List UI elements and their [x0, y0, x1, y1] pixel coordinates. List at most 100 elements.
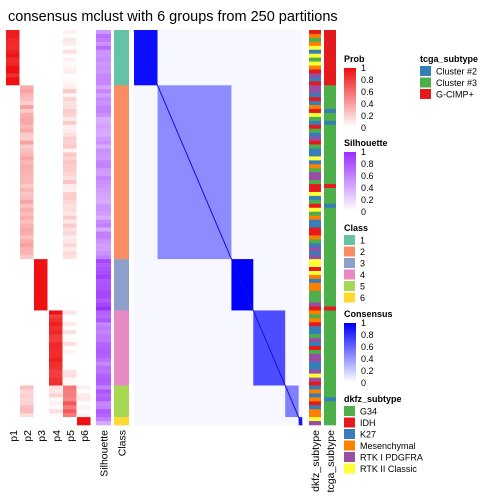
- prob-cell: [6, 393, 20, 398]
- class-cell: [114, 195, 129, 201]
- prob-cell: [49, 199, 63, 205]
- dkfz-cell: [309, 120, 321, 126]
- class-cell: [114, 397, 129, 402]
- silhouette-cell: [96, 223, 111, 228]
- prob-cell: [77, 338, 91, 343]
- prob-cell: [63, 357, 77, 363]
- prob-cell: [34, 77, 48, 82]
- prob-cell: [49, 195, 63, 201]
- tcga-cell: [324, 397, 336, 402]
- prob-cell: [20, 49, 34, 54]
- silhouette-cell: [96, 156, 111, 161]
- prob-cell: [77, 81, 91, 86]
- tcga-cell: [324, 30, 336, 35]
- dkfz-cell: [309, 85, 321, 90]
- silhouette-legend-swatch: [344, 168, 356, 171]
- dkfz-cell: [309, 302, 321, 307]
- tcga-cell: [324, 211, 336, 216]
- silhouette-cell: [96, 41, 111, 47]
- prob-legend-swatch: [344, 110, 356, 113]
- prob-cell: [20, 417, 34, 422]
- silhouette-legend-swatch: [344, 206, 356, 209]
- prob-cell: [63, 184, 77, 189]
- prob-cell: [34, 30, 48, 35]
- silhouette-cell: [96, 89, 111, 94]
- prob-legend-tick: 0.8: [361, 75, 374, 85]
- class-cell: [114, 338, 129, 343]
- prob-cell: [49, 97, 63, 102]
- prob-cell: [77, 369, 91, 374]
- prob-cell: [34, 263, 48, 268]
- prob-label-p3: p3: [36, 430, 48, 442]
- prob-cell: [77, 97, 91, 102]
- silhouette-cell: [96, 136, 111, 141]
- prob-cell: [77, 405, 91, 410]
- prob-cell: [49, 33, 63, 39]
- prob-cell: [34, 322, 48, 327]
- prob-cell: [77, 373, 91, 378]
- prob-cell: [34, 136, 48, 141]
- dkfz-cell: [309, 278, 321, 284]
- prob-cell: [49, 298, 63, 303]
- prob-cell: [63, 37, 77, 43]
- prob-cell: [6, 267, 20, 272]
- class-cell: [114, 164, 129, 169]
- prob-cell: [34, 207, 48, 212]
- silhouette-cell: [96, 413, 111, 418]
- class-cell: [114, 255, 129, 260]
- silhouette-cell: [96, 144, 111, 149]
- prob-cell: [6, 270, 20, 276]
- silhouette-cell: [96, 389, 111, 394]
- prob-cell: [34, 223, 48, 228]
- silhouette-cell: [96, 199, 111, 205]
- prob-cell: [63, 180, 77, 185]
- class-cell: [114, 30, 129, 35]
- prob-cell: [20, 263, 34, 268]
- dkfz-cell: [309, 251, 321, 256]
- prob-cell: [20, 365, 34, 370]
- silhouette-legend-swatch: [344, 198, 356, 201]
- prob-cell: [49, 282, 63, 288]
- class-cell: [114, 401, 129, 406]
- dkfz_subtype-legend-label: RTK I PDGFRA: [360, 453, 423, 463]
- prob-cell: [63, 211, 77, 216]
- prob-cell: [77, 191, 91, 197]
- prob-cell: [77, 172, 91, 177]
- class-cell: [114, 278, 129, 284]
- prob-cell: [20, 207, 34, 212]
- prob-cell: [49, 251, 63, 256]
- prob-cell: [34, 314, 48, 319]
- prob-cell: [6, 397, 20, 402]
- consensus-legend-swatch: [344, 369, 356, 372]
- prob-legend-swatch: [344, 124, 356, 127]
- prob-cell: [49, 112, 63, 118]
- prob-cell: [49, 365, 63, 370]
- prob-cell: [49, 176, 63, 181]
- prob-cell: [20, 389, 34, 394]
- tcga-cell: [324, 282, 336, 288]
- class-legend-key: [344, 281, 355, 291]
- prob-cell: [49, 53, 63, 58]
- class-cell: [114, 136, 129, 141]
- silhouette-cell: [96, 30, 111, 35]
- prob-cell: [49, 322, 63, 327]
- class-cell: [114, 318, 129, 323]
- prob-cell: [49, 314, 63, 319]
- silhouette-cell: [96, 85, 111, 90]
- dkfz-cell: [309, 112, 321, 118]
- class-cell: [114, 45, 129, 51]
- dkfz-cell: [309, 53, 321, 58]
- prob-cell: [34, 219, 48, 224]
- consensus-block: [134, 385, 158, 418]
- class-cell: [114, 314, 129, 319]
- silhouette-cell: [96, 326, 111, 331]
- silhouette-cell: [96, 101, 111, 106]
- silhouette-cell: [96, 373, 111, 378]
- prob-cell: [6, 381, 20, 386]
- prob-cell: [34, 338, 48, 343]
- prob-cell: [49, 353, 63, 359]
- consensus-block: [285, 417, 299, 426]
- silhouette-cell: [96, 105, 111, 110]
- prob-cell: [49, 243, 63, 248]
- prob-cell: [20, 199, 34, 205]
